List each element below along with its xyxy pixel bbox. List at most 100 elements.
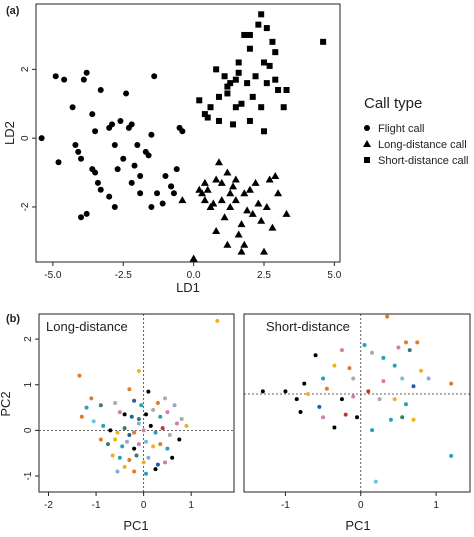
point-flight-call [83, 210, 90, 217]
point-long-distance-call [203, 185, 212, 193]
point-short-distance-call [275, 87, 282, 93]
point-long-distance [165, 446, 170, 451]
x-tick-label-a: 0.0 [187, 270, 201, 281]
point-short-distance-call [263, 80, 270, 87]
point-long-distance [136, 442, 141, 447]
point-long-distance [172, 403, 177, 408]
point-long-distance-call [226, 189, 235, 197]
point-short-distance [366, 389, 371, 394]
point-short-distance-call [263, 25, 270, 32]
point-long-distance [136, 416, 141, 421]
point-short-distance-call [272, 76, 279, 83]
point-short-distance [362, 342, 367, 347]
point-flight-call [92, 128, 99, 135]
point-short-distance-call [261, 59, 267, 66]
point-short-distance [298, 410, 303, 415]
point-flight-call [134, 142, 141, 149]
point-long-distance [155, 462, 160, 467]
point-flight-call [69, 104, 76, 111]
point-short-distance-call [196, 97, 203, 104]
point-short-distance-call [258, 11, 265, 18]
point-flight-call [83, 69, 90, 76]
point-short-distance [400, 415, 405, 420]
point-long-distance-call [245, 185, 254, 193]
point-short-distance [381, 355, 386, 360]
point-long-distance [215, 318, 220, 323]
point-long-distance-call [198, 189, 207, 197]
point-long-distance [124, 439, 129, 444]
point-long-distance-call [257, 216, 266, 224]
point-long-distance-call [223, 240, 232, 248]
point-long-distance-call [178, 196, 187, 204]
point-long-distance-call [254, 199, 263, 207]
point-short-distance-call [272, 49, 279, 56]
point-long-distance-call [212, 175, 221, 183]
point-long-distance-call [237, 220, 246, 228]
subplot-title-long-distance: Long-distance [46, 319, 128, 334]
point-long-distance [127, 432, 132, 437]
point-flight-call [128, 121, 135, 128]
x-tick-label-a: -5.0 [44, 270, 62, 281]
point-long-distance-call [240, 240, 249, 248]
point-long-distance-call [243, 206, 252, 214]
point-long-distance [141, 428, 146, 433]
point-flight-call [89, 111, 96, 118]
point-short-distance [313, 353, 318, 358]
point-long-distance [132, 469, 137, 474]
point-short-distance [392, 363, 397, 368]
point-short-distance [294, 397, 299, 402]
point-long-distance-call [248, 209, 257, 217]
point-long-distance [91, 419, 96, 424]
y-tick-label-long-distance: 2 [23, 336, 34, 342]
point-long-distance [132, 398, 137, 403]
point-long-distance-call [220, 213, 229, 221]
point-short-distance [332, 425, 337, 430]
point-short-distance-call [261, 128, 267, 135]
point-short-distance-call [266, 62, 273, 69]
y-tick-label-long-distance: 0 [23, 427, 34, 433]
point-short-distance [400, 376, 405, 381]
point-short-distance-call [230, 121, 237, 128]
point-long-distance [179, 416, 184, 421]
point-short-distance-call [246, 31, 253, 38]
point-flight-call [137, 173, 144, 179]
point-long-distance [89, 396, 94, 401]
point-short-distance-call [283, 87, 290, 93]
point-long-distance-call [271, 172, 280, 179]
legend-entry-short: Short-distance call [364, 155, 469, 167]
point-short-distance [351, 376, 356, 381]
panel-label-a: (a) [6, 5, 20, 17]
point-flight-call [111, 203, 118, 210]
point-flight-call [170, 190, 177, 197]
point-flight-call [159, 200, 166, 207]
point-short-distance-call [320, 38, 327, 45]
point-flight-call [72, 142, 79, 149]
point-flight-call [120, 155, 127, 162]
point-long-distance [151, 407, 156, 412]
point-short-distance-call [246, 45, 253, 52]
point-short-distance-call [258, 104, 265, 111]
point-long-distance-call [226, 202, 235, 210]
point-short-distance-call [255, 21, 262, 28]
point-short-distance [370, 428, 375, 433]
point-short-distance [339, 348, 344, 353]
point-long-distance [170, 455, 175, 460]
point-short-distance [381, 379, 386, 384]
point-long-distance-call [240, 189, 249, 197]
x-axis-label-long-distance: PC1 [123, 518, 148, 533]
point-flight-call [89, 166, 96, 173]
point-short-distance [339, 397, 344, 402]
point-short-distance [332, 363, 337, 368]
point-short-distance-call [246, 117, 253, 124]
point-flight-call [78, 155, 85, 162]
plot-frame-long-distance [38, 313, 235, 493]
point-long-distance [144, 471, 149, 476]
point-short-distance [403, 340, 408, 345]
point-short-distance [407, 348, 412, 353]
point-long-distance [153, 467, 158, 472]
point-long-distance [158, 442, 163, 447]
legend-title: Call type [364, 95, 422, 112]
point-short-distance [377, 397, 382, 402]
point-short-distance-call [221, 73, 228, 80]
